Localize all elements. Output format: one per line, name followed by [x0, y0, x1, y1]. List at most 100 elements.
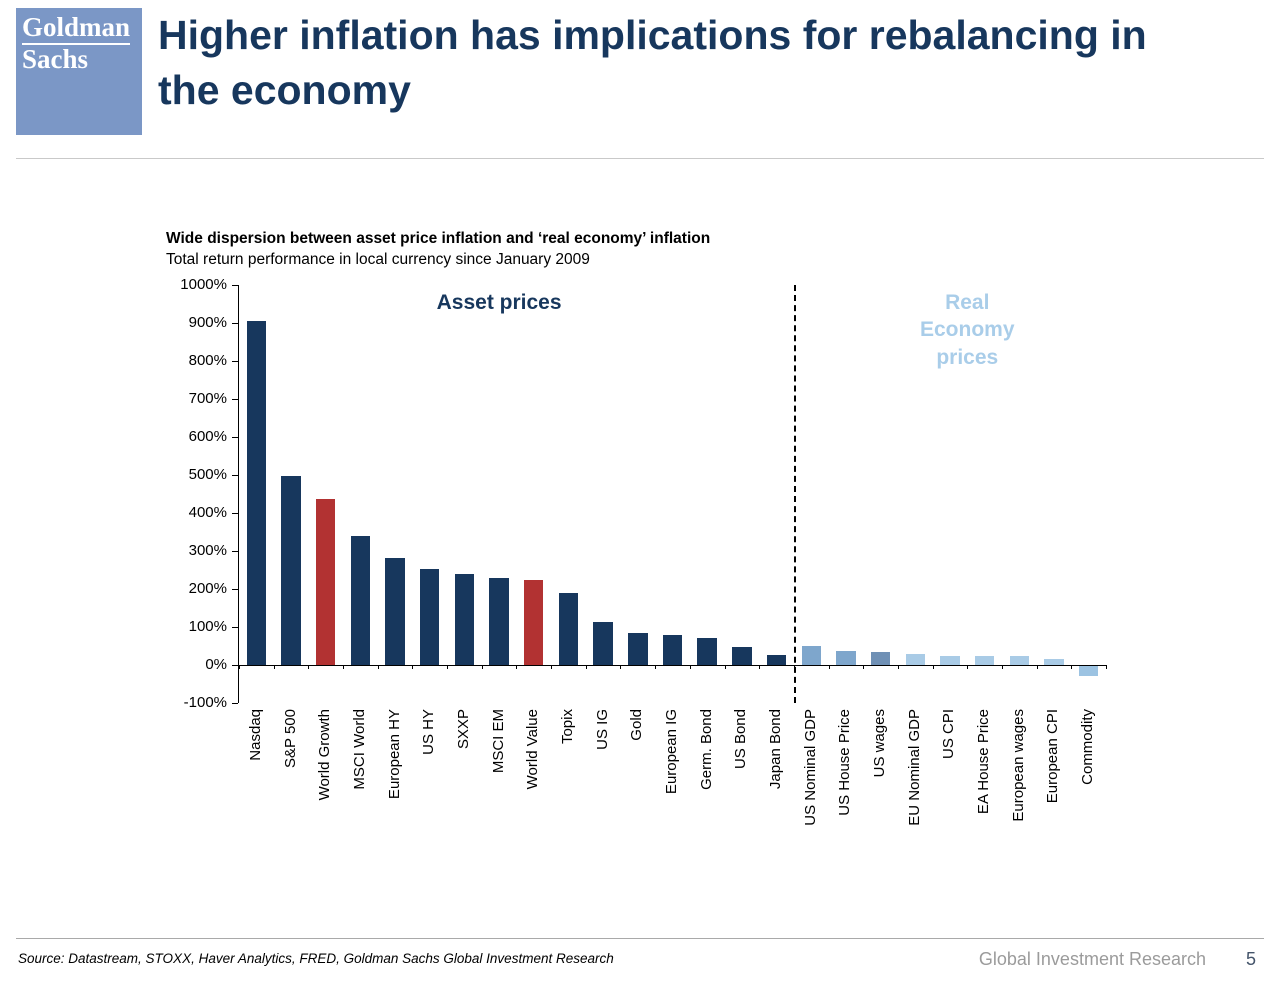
y-tick-mark [232, 285, 238, 286]
x-tick-mark [724, 665, 726, 669]
x-tick-mark [897, 665, 899, 669]
y-tick-label: 300% [188, 542, 227, 559]
goldman-sachs-logo: Goldman Sachs [16, 8, 142, 135]
bar-msci-world [350, 535, 371, 665]
bar-us-ig [593, 622, 613, 665]
x-label-text: European IG [662, 709, 680, 795]
x-label-us-wages: US wages [862, 709, 897, 874]
bar-european-ig [662, 635, 683, 665]
y-tick-label: 700% [188, 390, 227, 407]
x-label-eu-nominal-gdp: EU Nominal GDP [897, 709, 932, 874]
x-label-text: Germ. Bond [697, 709, 715, 790]
x-tick-mark [828, 665, 830, 669]
x-label-text: S&P 500 [281, 709, 299, 768]
bar-topix [558, 592, 579, 665]
x-label-text: MSCI EM [489, 709, 507, 774]
y-tick-mark [232, 589, 238, 590]
bar-us-cpi [940, 655, 960, 665]
x-tick-mark [1036, 665, 1038, 669]
chart-subtitle: Total return performance in local curren… [166, 251, 590, 268]
x-tick-mark [620, 665, 622, 669]
x-label-european-ig: European IG [654, 709, 689, 874]
logo-line1: Goldman [22, 12, 131, 46]
x-label-text: SXXP [454, 709, 472, 750]
y-tick-label: -100% [183, 694, 227, 711]
x-tick-mark [655, 665, 657, 669]
x-tick-mark [585, 665, 587, 669]
bar-germ-bond [697, 637, 717, 665]
bar-us-nominal-gdp [801, 646, 821, 665]
x-tick-mark [308, 665, 310, 669]
y-tick-label: 1000% [180, 276, 227, 293]
x-label-european-cpi: European CPI [1036, 709, 1071, 874]
x-label-text: US House Price [836, 709, 854, 816]
x-tick-mark [343, 665, 345, 669]
y-tick-mark [232, 361, 238, 362]
x-tick-mark [516, 665, 518, 669]
bar-european-hy [385, 558, 405, 665]
x-label-text: World Growth [316, 709, 334, 801]
x-label-sxxp: SXXP [446, 709, 481, 874]
x-tick-mark [967, 665, 969, 669]
bar-sxxp [454, 573, 475, 665]
x-tick-mark [412, 665, 414, 669]
x-label-text: US wages [871, 709, 889, 778]
x-label-text: EA House Price [975, 709, 993, 815]
x-label-text: Gold [628, 709, 646, 741]
y-tick-mark [232, 703, 238, 704]
x-tick-mark [1001, 665, 1003, 669]
footer-divider [16, 938, 1264, 939]
x-label-text: Commodity [1079, 709, 1097, 785]
x-label-s-p-500: S&P 500 [273, 709, 308, 874]
x-label-world-value: World Value [515, 709, 550, 874]
x-label-commodity: Commodity [1070, 709, 1105, 874]
x-label-us-cpi: US CPI [932, 709, 967, 874]
y-tick-label: 800% [188, 352, 227, 369]
x-label-text: European wages [1009, 709, 1027, 822]
chart-title: Wide dispersion between asset price infl… [166, 230, 711, 247]
x-label-text: US Bond [732, 709, 750, 770]
x-tick-mark [863, 665, 865, 669]
bar-world-growth [315, 498, 336, 665]
x-label-text: EU Nominal GDP [905, 709, 923, 826]
x-tick-mark [447, 665, 449, 669]
bar-us-house-price [836, 650, 856, 665]
x-label-text: European HY [385, 709, 403, 800]
real-economy-prices-label: Real Economy prices [919, 291, 1015, 369]
bar-ea-house-price [974, 655, 995, 665]
x-label-us-ig: US IG [585, 709, 620, 874]
x-tick-mark [273, 665, 275, 669]
x-label-msci-world: MSCI World [342, 709, 377, 874]
y-tick-label: 100% [188, 618, 227, 635]
bar-us-wages [870, 652, 891, 665]
logo-line2: Sachs [22, 44, 89, 75]
x-tick-mark [1071, 665, 1073, 669]
x-label-us-bond: US Bond [724, 709, 759, 874]
x-label-topix: Topix [550, 709, 585, 874]
y-tick-mark [232, 399, 238, 400]
bar-s-p-500 [281, 476, 301, 665]
y-tick-label: 400% [188, 504, 227, 521]
x-axis-line [239, 665, 1106, 666]
bar-us-hy [420, 569, 440, 665]
plot-area: Asset prices Real Economy prices 1000% 90… [180, 276, 1107, 711]
asset-prices-label: Asset prices [436, 291, 562, 314]
footer-brand: Global Investment Research [978, 949, 1206, 969]
x-label-msci-em: MSCI EM [481, 709, 516, 874]
x-label-japan-bond: Japan Bond [758, 709, 793, 874]
x-label-text: MSCI World [350, 709, 368, 790]
x-label-text: US HY [420, 709, 438, 755]
x-label-text: World Value [524, 709, 542, 790]
x-label-text: US IG [593, 709, 611, 750]
bar-us-bond [732, 646, 752, 665]
x-tick-mark [551, 665, 553, 669]
x-label-gold: Gold [619, 709, 654, 874]
bar-european-cpi [1044, 659, 1064, 665]
x-label-germ-bond: Germ. Bond [689, 709, 724, 874]
y-tick-mark [232, 475, 238, 476]
y-tick-label: 200% [188, 580, 227, 597]
bar-world-value [524, 579, 544, 665]
bar-commodity [1078, 665, 1099, 677]
group-separator-line [793, 285, 796, 703]
x-label-us-nominal-gdp: US Nominal GDP [793, 709, 828, 874]
